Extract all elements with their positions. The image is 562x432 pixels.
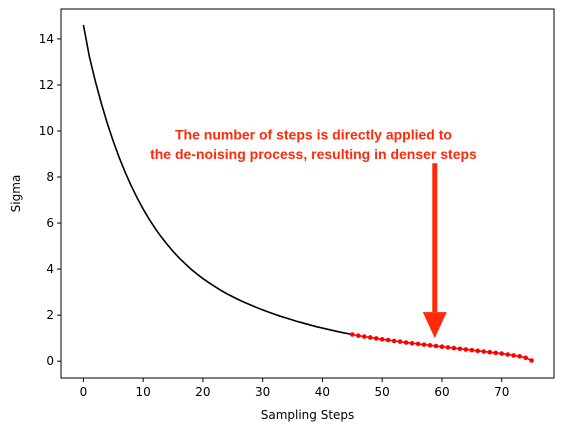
series-point <box>391 338 397 344</box>
series-point <box>439 344 445 349</box>
series-point <box>385 337 391 343</box>
annotation-text-line-1: The number of steps is directly applied … <box>175 126 452 142</box>
y-tick-label: 14 <box>39 32 54 46</box>
x-tick-label: 30 <box>255 385 270 399</box>
series-point <box>409 340 415 346</box>
series-point <box>481 349 487 354</box>
arrow-head <box>422 312 447 339</box>
series-point <box>350 332 355 337</box>
series-point <box>421 342 427 347</box>
series-point <box>415 341 421 347</box>
series-point <box>523 355 528 361</box>
x-axis: 0 10 20 30 40 50 60 70 <box>80 378 509 399</box>
annotation-arrow <box>422 163 447 339</box>
series-point <box>361 334 367 339</box>
series-point <box>379 337 385 342</box>
series-point <box>487 349 493 355</box>
series-point <box>517 354 522 359</box>
annotation-text-line-2: the de-noising process, resulting in den… <box>150 146 477 162</box>
annotation: The number of steps is directly applied … <box>150 126 477 339</box>
arrow-shaft <box>432 163 438 313</box>
x-tick-label: 20 <box>195 385 210 399</box>
series-point <box>451 345 457 351</box>
y-tick-label: 12 <box>39 78 54 92</box>
x-axis-label: Sampling Steps <box>261 408 355 422</box>
series-point <box>355 333 361 338</box>
series-point <box>505 352 510 357</box>
plot-frame <box>60 8 555 379</box>
y-tick-label: 8 <box>46 170 54 184</box>
y-tick-label: 0 <box>46 354 54 368</box>
x-tick-label: 40 <box>315 385 330 399</box>
series-point <box>433 343 439 349</box>
series-point <box>373 336 379 341</box>
series-point <box>463 347 469 352</box>
plot-area <box>82 24 534 363</box>
y-tick-label: 10 <box>39 124 54 138</box>
series-point <box>457 346 463 352</box>
y-tick-label: 2 <box>46 308 54 322</box>
series-point <box>367 335 373 340</box>
y-axis: 0 2 4 6 8 10 12 14 <box>39 32 61 368</box>
series-point <box>493 350 499 356</box>
y-tick-label: 4 <box>46 262 54 276</box>
series-point <box>445 345 451 350</box>
series-point <box>499 351 505 356</box>
y-tick-label: 6 <box>46 216 54 230</box>
series-point <box>403 340 409 345</box>
series-line-1 <box>82 24 353 336</box>
y-axis-label: Sigma <box>9 175 23 213</box>
series-point <box>475 348 481 354</box>
x-tick-label: 10 <box>136 385 151 399</box>
series-point <box>397 339 403 344</box>
series-point <box>427 343 433 348</box>
x-tick-label: 70 <box>494 385 509 399</box>
x-tick-label: 50 <box>375 385 390 399</box>
x-tick-label: 0 <box>80 385 88 399</box>
series-point <box>529 358 534 363</box>
series-point <box>469 347 475 353</box>
series-point <box>511 353 516 358</box>
x-tick-label: 60 <box>434 385 449 399</box>
